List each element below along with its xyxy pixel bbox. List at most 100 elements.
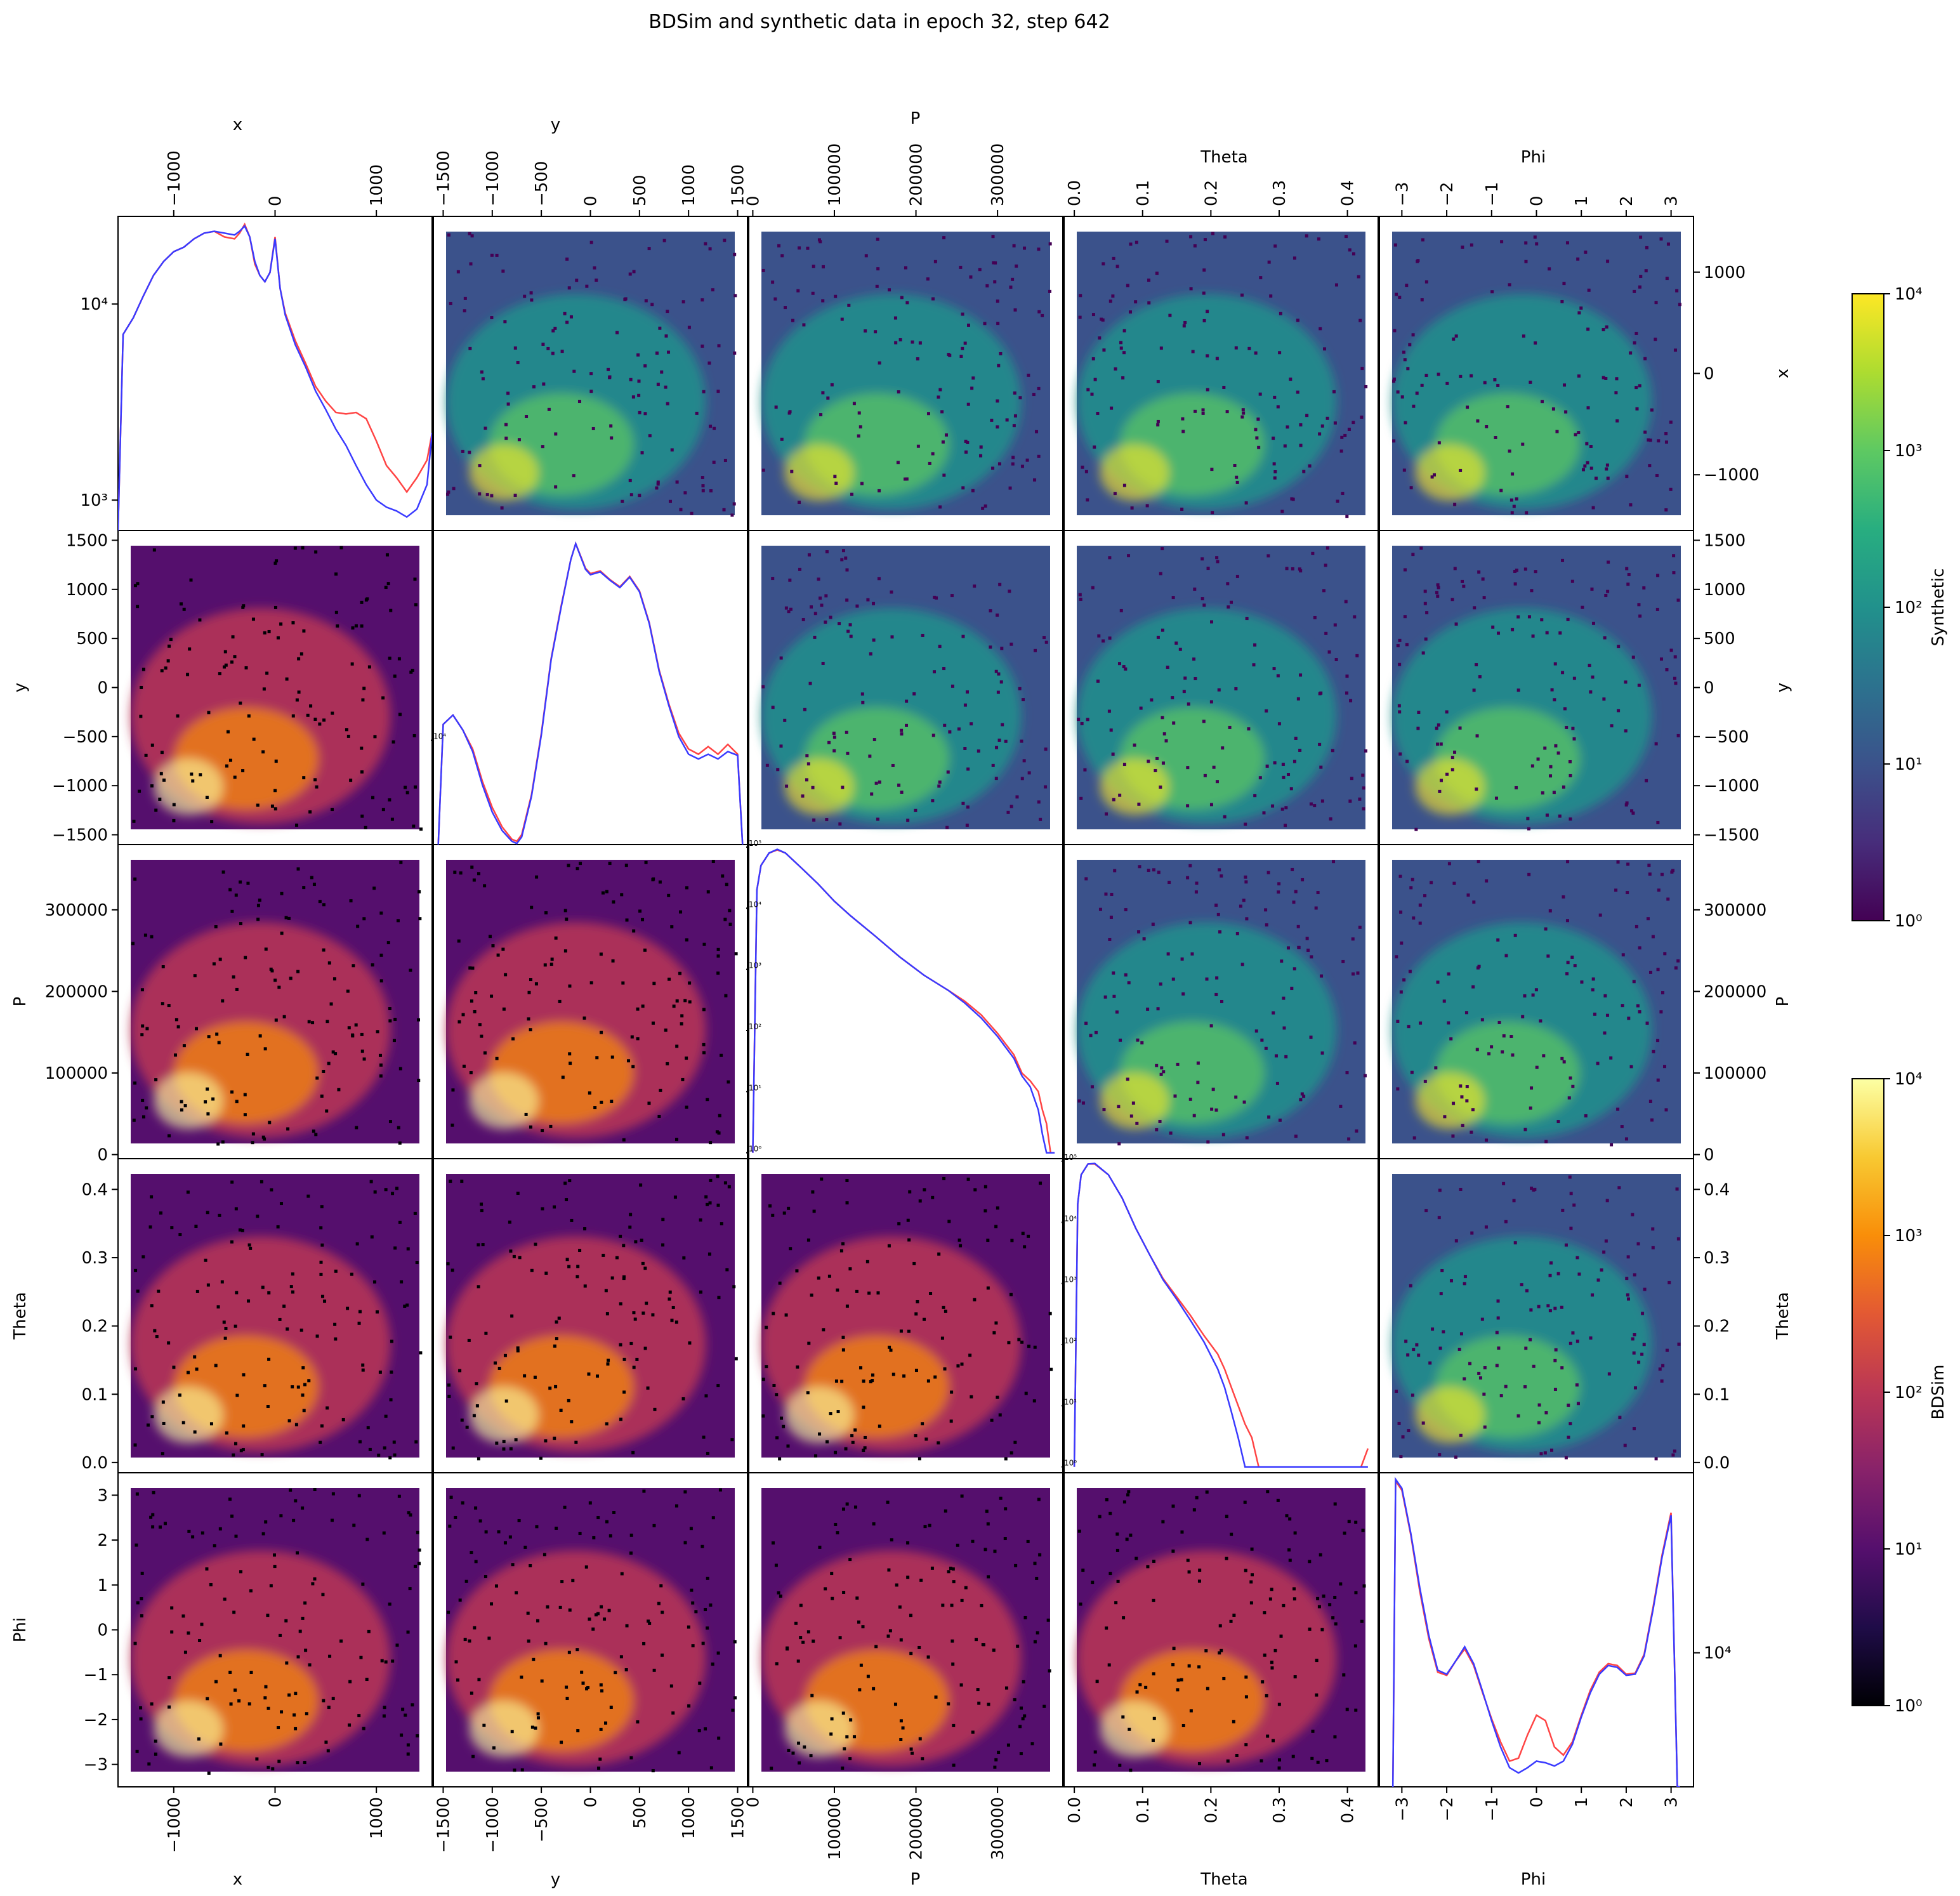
histogram-Theta [1073, 1162, 1369, 1468]
tick-label-top-Theta: 0.0 [1065, 180, 1084, 206]
tick-label-top-x: −1000 [165, 150, 184, 206]
panel-y-vs-Theta [1063, 530, 1379, 845]
colorbar-tick-label: 10² [1895, 1383, 1923, 1402]
axis-title-right-P: P [1773, 997, 1792, 1007]
axis-title-right-y: y [1773, 683, 1792, 692]
colorbar-bdsim-label: BDSim [1929, 1365, 1948, 1420]
tick-label-right-y: 1500 [1704, 531, 1746, 550]
tick-label-bottom-P: 300000 [989, 1797, 1008, 1860]
hist-line-bdsim [1073, 1163, 1369, 1468]
tick-label-bottom-Theta: 0.1 [1134, 1797, 1153, 1823]
hist-ytick-label: 10² [749, 1022, 761, 1031]
tick-label-top-Phi: 1 [1572, 195, 1591, 206]
tick-label-bottom-Phi: −1 [1483, 1797, 1502, 1821]
tick-label-bottom-y: −500 [532, 1797, 551, 1842]
tick-label-left-y: 1500 [66, 531, 108, 550]
tick-label-bottom-Phi: 1 [1572, 1797, 1591, 1808]
panel-frame [1063, 1472, 1379, 1787]
hist-ytick-label: 10⁴ [80, 295, 108, 314]
tick-label-top-P: 0 [744, 195, 763, 206]
tick-label-right-x: −1000 [1704, 466, 1759, 485]
tick-label-top-Phi: −1 [1483, 182, 1502, 206]
hist-line-synthetic [1073, 1162, 1368, 1468]
panel-y-vs-x [117, 530, 433, 845]
tick-label-top-Theta: 0.4 [1339, 180, 1358, 206]
colorbar-tick-label: 10⁰ [1895, 1697, 1923, 1716]
tick-label-top-Phi: −3 [1393, 182, 1412, 206]
panel-Theta-vs-y [433, 1158, 748, 1473]
tick-label-top-y: −500 [532, 161, 551, 206]
tick-label-right-P: 300000 [1704, 901, 1766, 920]
axis-title-top-Phi: Phi [1521, 148, 1546, 167]
axis-title-bottom-x: x [233, 1870, 242, 1889]
tick-label-bottom-y: 1000 [680, 1797, 699, 1839]
tick-label-top-Theta: 0.2 [1202, 180, 1221, 206]
hist-line-synthetic [437, 541, 744, 845]
tick-label-bottom-P: 200000 [907, 1797, 926, 1860]
tick-label-bottom-Phi: −3 [1393, 1797, 1412, 1821]
tick-label-top-y: 1500 [729, 164, 748, 206]
axis-title-left-Phi: Phi [11, 1617, 30, 1642]
panel-Phi-vs-Theta [1063, 1472, 1379, 1787]
tick-label-right-y: 0 [1704, 679, 1714, 698]
hist-line-synthetic [752, 848, 1055, 1154]
colorbar-tick-label: 10³ [1895, 442, 1923, 461]
panel-frame [748, 1472, 1063, 1787]
tick-label-top-P: 300000 [989, 143, 1008, 206]
panel-frame [748, 844, 1063, 1159]
hist-ytick-label: 10⁰ [749, 1145, 761, 1154]
tick-label-top-y: 1000 [680, 164, 699, 206]
tick-label-right-x: 0 [1704, 365, 1714, 384]
axis-title-top-x: x [233, 115, 242, 135]
hist-line-bdsim [437, 541, 744, 845]
axis-title-bottom-Theta: Theta [1200, 1870, 1247, 1889]
axis-title-top-Theta: Theta [1200, 148, 1247, 167]
tick-label-left-Phi: −3 [84, 1756, 108, 1775]
tick-label-top-y: −1000 [483, 150, 503, 206]
axis-title-top-P: P [911, 109, 921, 128]
panel-P-vs-P [748, 844, 1063, 1159]
panel-y-vs-y [433, 530, 748, 845]
panel-x-vs-P [748, 216, 1063, 531]
tick-label-bottom-P: 0 [744, 1797, 763, 1808]
tick-label-left-Phi: 1 [97, 1576, 108, 1595]
tick-label-right-y: −500 [1704, 728, 1749, 747]
figure-title: BDSim and synthetic data in epoch 32, st… [648, 11, 1110, 33]
tick-label-right-y: −1000 [1704, 777, 1759, 796]
tick-label-bottom-Phi: 2 [1617, 1797, 1636, 1808]
hist-ytick-label: 10⁵ [1064, 1153, 1077, 1162]
panel-Phi-vs-x [117, 1472, 433, 1787]
panel-Theta-vs-x [117, 1158, 433, 1473]
colorbar-synthetic-gradient [1851, 293, 1884, 921]
tick-label-left-y: 0 [97, 679, 108, 698]
panel-P-vs-y [433, 844, 748, 1159]
tick-label-bottom-Theta: 0.0 [1065, 1797, 1084, 1823]
hist-ytick-label: 10² [1064, 1336, 1077, 1345]
colorbar-tick-label: 10⁴ [1895, 285, 1923, 304]
tick-label-bottom-y: −1500 [434, 1797, 453, 1853]
tick-label-bottom-P: 100000 [825, 1797, 845, 1860]
tick-label-bottom-Phi: 3 [1662, 1797, 1681, 1808]
tick-label-bottom-Theta: 0.4 [1339, 1797, 1358, 1823]
panel-P-vs-Phi [1379, 844, 1694, 1159]
tick-label-top-Phi: 2 [1617, 195, 1636, 206]
tick-label-top-P: 100000 [825, 143, 845, 206]
colorbar-synthetic: 10⁰ 10¹ 10² 10³ 10⁴ Synthetic [1851, 285, 1948, 931]
histogram-x [118, 222, 432, 530]
tick-label-right-P: 0 [1704, 1146, 1714, 1165]
colorbar-tick-label: 10⁴ [1895, 1070, 1923, 1089]
colorbar-synthetic-label: Synthetic [1929, 569, 1948, 647]
tick-label-left-Phi: 0 [97, 1621, 108, 1640]
tick-label-top-y: −1500 [434, 150, 453, 206]
tick-label-bottom-x: 1000 [367, 1797, 386, 1839]
tick-label-top-y: 500 [631, 174, 650, 206]
tick-label-bottom-Phi: −2 [1438, 1797, 1457, 1821]
tick-label-left-Theta: 0.1 [82, 1385, 108, 1404]
hist-ytick-label: 10³ [1064, 1275, 1077, 1284]
panel-Theta-vs-Theta [1063, 1158, 1379, 1473]
panel-Theta-vs-Phi [1379, 1158, 1694, 1473]
panel-Phi-vs-y [433, 1472, 748, 1787]
hist-ytick-label: 10³ [749, 961, 761, 970]
panel-Theta-vs-P [748, 1158, 1063, 1473]
